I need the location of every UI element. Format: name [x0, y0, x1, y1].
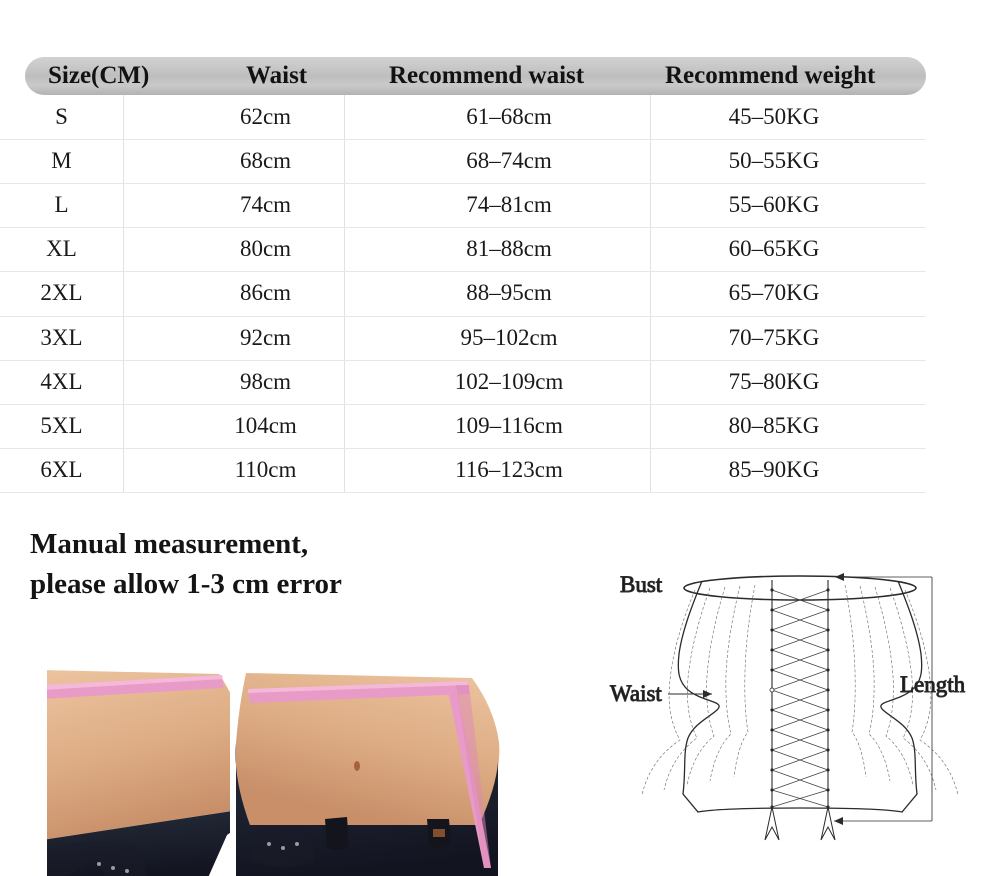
svg-text:Length: Length — [900, 672, 966, 697]
svg-text:Bust: Bust — [620, 572, 663, 597]
svg-text:Waist: Waist — [610, 681, 662, 706]
